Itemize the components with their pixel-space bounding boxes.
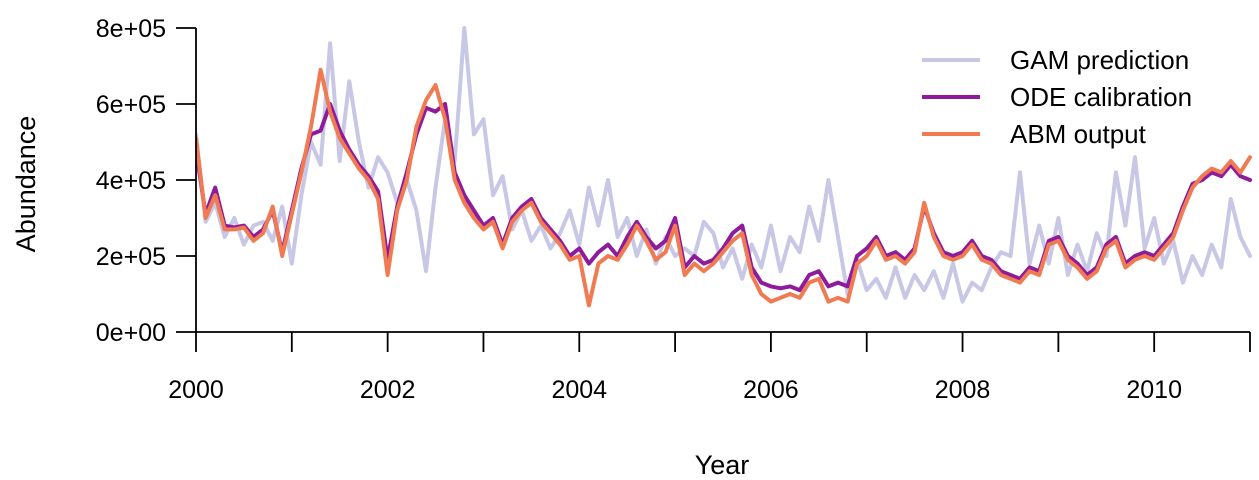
- x-tick-label: 2002: [360, 376, 416, 404]
- x-axis-title: Year: [695, 450, 750, 480]
- y-tick-label: 0e+00: [96, 319, 166, 347]
- legend-label: ODE calibration: [1010, 82, 1192, 112]
- x-tick-label: 2008: [935, 376, 991, 404]
- y-tick-label: 6e+05: [96, 91, 166, 119]
- x-tick-label: 2004: [551, 376, 607, 404]
- x-tick-label: 2006: [743, 376, 799, 404]
- y-axis-title: Abundance: [11, 116, 41, 253]
- x-tick-label: 2010: [1126, 376, 1182, 404]
- legend: GAM prediction ODE calibration ABM output: [922, 45, 1192, 149]
- y-tick-label: 2e+05: [96, 243, 166, 271]
- y-tick-label: 4e+05: [96, 167, 166, 195]
- x-tick-label: 2000: [168, 376, 224, 404]
- y-tick-label: 8e+05: [96, 15, 166, 43]
- y-axis-ticks: 0e+00 2e+05 4e+05 6e+05 8e+05: [96, 15, 196, 347]
- legend-label: GAM prediction: [1010, 45, 1189, 75]
- x-axis-ticks: 2000 2002 2004 2006 2008 2010: [168, 332, 1250, 404]
- legend-label: ABM output: [1010, 119, 1147, 149]
